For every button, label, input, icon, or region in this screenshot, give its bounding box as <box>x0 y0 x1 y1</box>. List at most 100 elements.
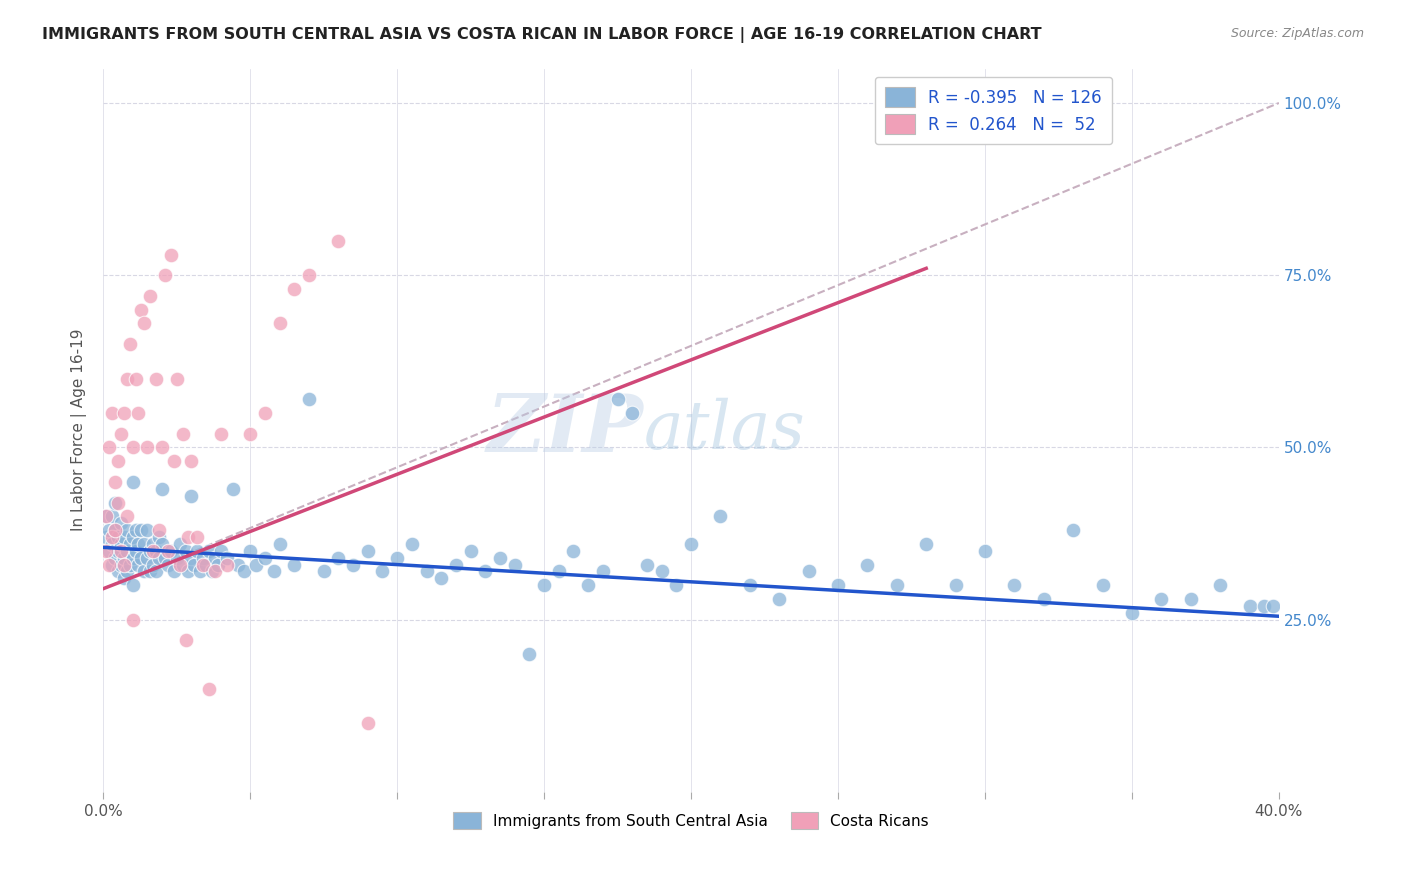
Point <box>107 565 129 579</box>
Point <box>127 537 149 551</box>
Point <box>139 565 162 579</box>
Point <box>245 558 267 572</box>
Point <box>156 558 179 572</box>
Point <box>131 523 153 537</box>
Point <box>148 523 170 537</box>
Point <box>110 516 132 531</box>
Point <box>263 565 285 579</box>
Point <box>150 537 173 551</box>
Point <box>94 544 117 558</box>
Point <box>110 537 132 551</box>
Point <box>195 558 218 572</box>
Point <box>112 530 135 544</box>
Point <box>166 550 188 565</box>
Point <box>385 550 408 565</box>
Point <box>115 509 138 524</box>
Point <box>233 565 256 579</box>
Point <box>357 716 380 731</box>
Point <box>592 565 614 579</box>
Point <box>328 234 350 248</box>
Point <box>124 371 146 385</box>
Point <box>121 578 143 592</box>
Point <box>169 537 191 551</box>
Point <box>174 633 197 648</box>
Point <box>221 482 243 496</box>
Point <box>134 317 156 331</box>
Point <box>915 537 938 551</box>
Point <box>886 578 908 592</box>
Point <box>124 544 146 558</box>
Point <box>163 565 186 579</box>
Point <box>159 544 181 558</box>
Point <box>1239 599 1261 613</box>
Point <box>115 523 138 537</box>
Point <box>136 550 159 565</box>
Point <box>145 565 167 579</box>
Point <box>768 592 790 607</box>
Point <box>121 475 143 489</box>
Point <box>112 406 135 420</box>
Text: Source: ZipAtlas.com: Source: ZipAtlas.com <box>1230 27 1364 40</box>
Point <box>174 544 197 558</box>
Point <box>312 565 335 579</box>
Text: atlas: atlas <box>644 398 806 463</box>
Y-axis label: In Labor Force | Age 16-19: In Labor Force | Age 16-19 <box>72 329 87 532</box>
Point <box>107 495 129 509</box>
Point <box>198 681 221 696</box>
Point <box>104 475 127 489</box>
Point <box>127 406 149 420</box>
Point <box>115 544 138 558</box>
Point <box>110 558 132 572</box>
Point <box>357 544 380 558</box>
Point <box>328 550 350 565</box>
Point <box>183 558 205 572</box>
Point <box>198 544 221 558</box>
Point <box>1062 523 1084 537</box>
Point <box>207 558 229 572</box>
Point <box>945 578 967 592</box>
Point <box>177 530 200 544</box>
Point <box>738 578 761 592</box>
Point <box>107 530 129 544</box>
Point <box>145 371 167 385</box>
Point <box>204 565 226 579</box>
Point <box>1261 599 1284 613</box>
Point <box>94 509 117 524</box>
Point <box>269 317 291 331</box>
Point <box>283 558 305 572</box>
Point <box>110 544 132 558</box>
Point <box>148 530 170 544</box>
Point <box>1150 592 1173 607</box>
Point <box>269 537 291 551</box>
Point <box>134 537 156 551</box>
Point <box>1002 578 1025 592</box>
Point <box>118 537 141 551</box>
Point <box>94 509 117 524</box>
Point <box>1121 606 1143 620</box>
Point <box>172 558 194 572</box>
Point <box>489 550 512 565</box>
Point <box>239 426 262 441</box>
Point <box>107 454 129 468</box>
Point <box>606 392 628 407</box>
Point <box>121 530 143 544</box>
Point <box>298 392 321 407</box>
Point <box>651 565 673 579</box>
Point <box>101 558 124 572</box>
Point <box>503 558 526 572</box>
Point <box>415 565 437 579</box>
Point <box>188 565 211 579</box>
Point <box>533 578 555 592</box>
Point <box>104 523 127 537</box>
Point <box>118 337 141 351</box>
Point <box>228 558 250 572</box>
Point <box>172 426 194 441</box>
Point <box>145 544 167 558</box>
Point <box>142 544 165 558</box>
Point <box>148 550 170 565</box>
Point <box>118 558 141 572</box>
Point <box>209 426 232 441</box>
Point <box>136 523 159 537</box>
Point <box>150 482 173 496</box>
Point <box>1032 592 1054 607</box>
